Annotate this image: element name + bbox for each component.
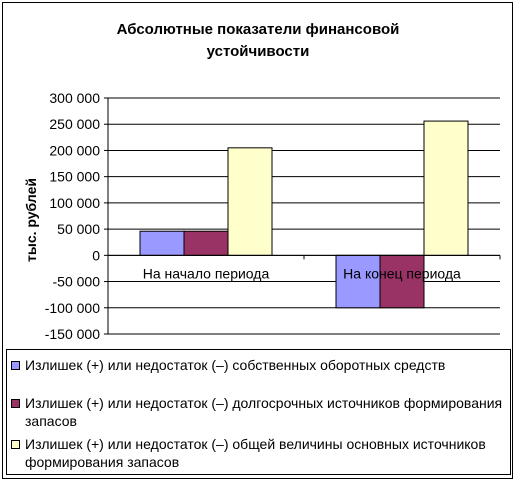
y-tick-label: 200 000 bbox=[49, 142, 100, 158]
legend-swatch bbox=[11, 399, 20, 408]
y-tick-label: 300 000 bbox=[49, 90, 100, 106]
label-layer: 300 000 250 000 200 000 150 000 100 000 50 00… bbox=[45, 90, 461, 342]
legend-label: Излишек (+) или недостаток (–) долгосроч… bbox=[25, 395, 503, 429]
bar bbox=[379, 254, 425, 309]
y-tick-label: 0 bbox=[92, 247, 100, 263]
axis-layer bbox=[104, 97, 501, 335]
chart-title-line-1: Абсолютные показатели финансовой bbox=[117, 21, 400, 38]
chart-title-line-2: устойчивости bbox=[207, 43, 310, 60]
y-tick-label: -100 000 bbox=[45, 300, 100, 316]
legend-swatch bbox=[11, 361, 20, 370]
bar bbox=[423, 120, 469, 256]
y-axis-label: тыс. рублей bbox=[23, 178, 39, 262]
y-tick-label: 100 000 bbox=[49, 195, 100, 211]
y-tick-label: -150 000 bbox=[45, 326, 100, 342]
category-label: На начало периода bbox=[143, 265, 270, 281]
legend: Излишек (+) или недостаток (–) собственн… bbox=[6, 349, 511, 475]
bar bbox=[335, 254, 381, 309]
chart-svg: Абсолютные показатели финансовой устойчи… bbox=[23, 21, 501, 342]
y-tick-label: 50 000 bbox=[57, 221, 100, 237]
bar-layer bbox=[139, 120, 469, 309]
legend-label: Излишек (+) или недостаток (–) общей вел… bbox=[25, 436, 486, 470]
y-tick-label: -50 000 bbox=[53, 274, 101, 290]
legend-label: Излишек (+) или недостаток (–) собственн… bbox=[25, 357, 446, 373]
category-label: На конец периода bbox=[343, 265, 461, 281]
bar bbox=[227, 147, 273, 256]
bar bbox=[139, 230, 185, 256]
legend-item: Излишек (+) или недостаток (–) собственн… bbox=[11, 356, 506, 374]
legend-item: Излишек (+) или недостаток (–) долгосроч… bbox=[11, 394, 506, 430]
y-tick-label: 250 000 bbox=[49, 116, 100, 132]
legend-item: Излишек (+) или недостаток (–) общей вел… bbox=[11, 435, 506, 471]
y-tick-label: 150 000 bbox=[49, 169, 100, 185]
bar bbox=[183, 230, 229, 256]
legend-swatch bbox=[11, 440, 20, 449]
